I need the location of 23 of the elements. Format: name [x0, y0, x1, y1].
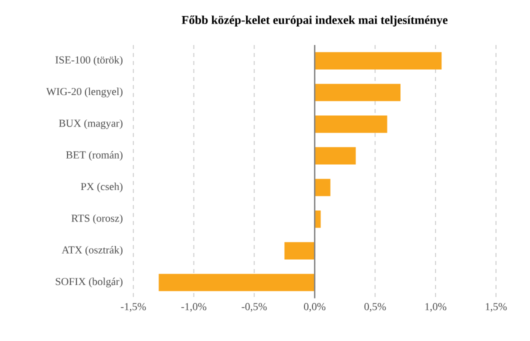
- x-tick-label: 1,0%: [425, 303, 446, 312]
- y-tick-label: WIG-20 (lengyel): [46, 88, 122, 98]
- bar: [158, 274, 315, 292]
- bar: [314, 178, 330, 196]
- bar: [314, 84, 400, 102]
- y-tick-label: SOFIX (bolgár): [56, 278, 122, 288]
- y-tick-label: RTS (orosz): [71, 214, 122, 224]
- x-tick-label: 1,5%: [486, 303, 507, 312]
- x-tick-label: -0,5%: [242, 303, 267, 312]
- x-tick-label: -1,5%: [120, 303, 146, 312]
- y-tick-label: BET (román): [66, 150, 122, 161]
- bar: [314, 52, 442, 70]
- chart-title: Főbb közép-kelet európai indexek mai teljesítménye: [182, 15, 448, 27]
- y-tick-label: ATX (osztrák): [62, 246, 122, 256]
- x-tick-label: 0,5%: [364, 303, 386, 312]
- y-tick-label: ISE-100 (török): [55, 56, 122, 66]
- bar: [284, 242, 315, 260]
- x-tick-label: 0,0%: [304, 303, 326, 312]
- x-tick-label: -1,0%: [181, 303, 206, 312]
- y-tick-label: PX (cseh): [80, 182, 122, 192]
- bar: [314, 116, 388, 133]
- y-tick-label: BUX (magyar): [58, 119, 122, 130]
- bar: [314, 147, 356, 164]
